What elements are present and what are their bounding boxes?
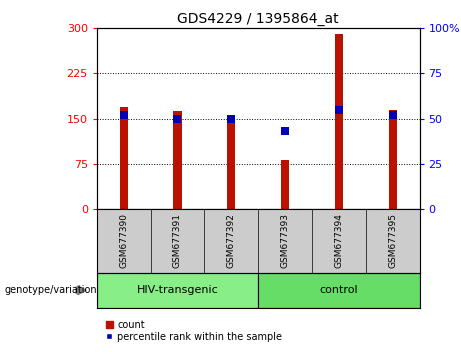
Text: GSM677392: GSM677392 bbox=[227, 213, 236, 268]
Bar bbox=[389, 110, 396, 209]
Text: GSM677393: GSM677393 bbox=[281, 213, 290, 268]
Point bbox=[335, 107, 343, 113]
Bar bbox=[227, 118, 235, 209]
Bar bbox=[335, 34, 343, 209]
Point bbox=[174, 116, 181, 121]
Text: GSM677395: GSM677395 bbox=[388, 213, 397, 268]
Point bbox=[281, 129, 289, 134]
Text: HIV-transgenic: HIV-transgenic bbox=[136, 285, 219, 295]
Text: GSM677391: GSM677391 bbox=[173, 213, 182, 268]
Bar bbox=[173, 112, 182, 209]
Text: GSM677394: GSM677394 bbox=[334, 213, 343, 268]
Text: GSM677390: GSM677390 bbox=[119, 213, 128, 268]
Bar bbox=[281, 160, 289, 209]
Title: GDS4229 / 1395864_at: GDS4229 / 1395864_at bbox=[177, 12, 339, 26]
Text: control: control bbox=[319, 285, 358, 295]
Text: genotype/variation: genotype/variation bbox=[5, 285, 97, 295]
Point bbox=[120, 112, 127, 118]
Bar bbox=[97, 273, 258, 308]
FancyArrow shape bbox=[76, 286, 86, 295]
Bar bbox=[120, 107, 128, 209]
Legend: count, percentile rank within the sample: count, percentile rank within the sample bbox=[102, 316, 286, 346]
Point bbox=[389, 112, 396, 118]
Bar bbox=[258, 273, 420, 308]
Point bbox=[228, 116, 235, 121]
